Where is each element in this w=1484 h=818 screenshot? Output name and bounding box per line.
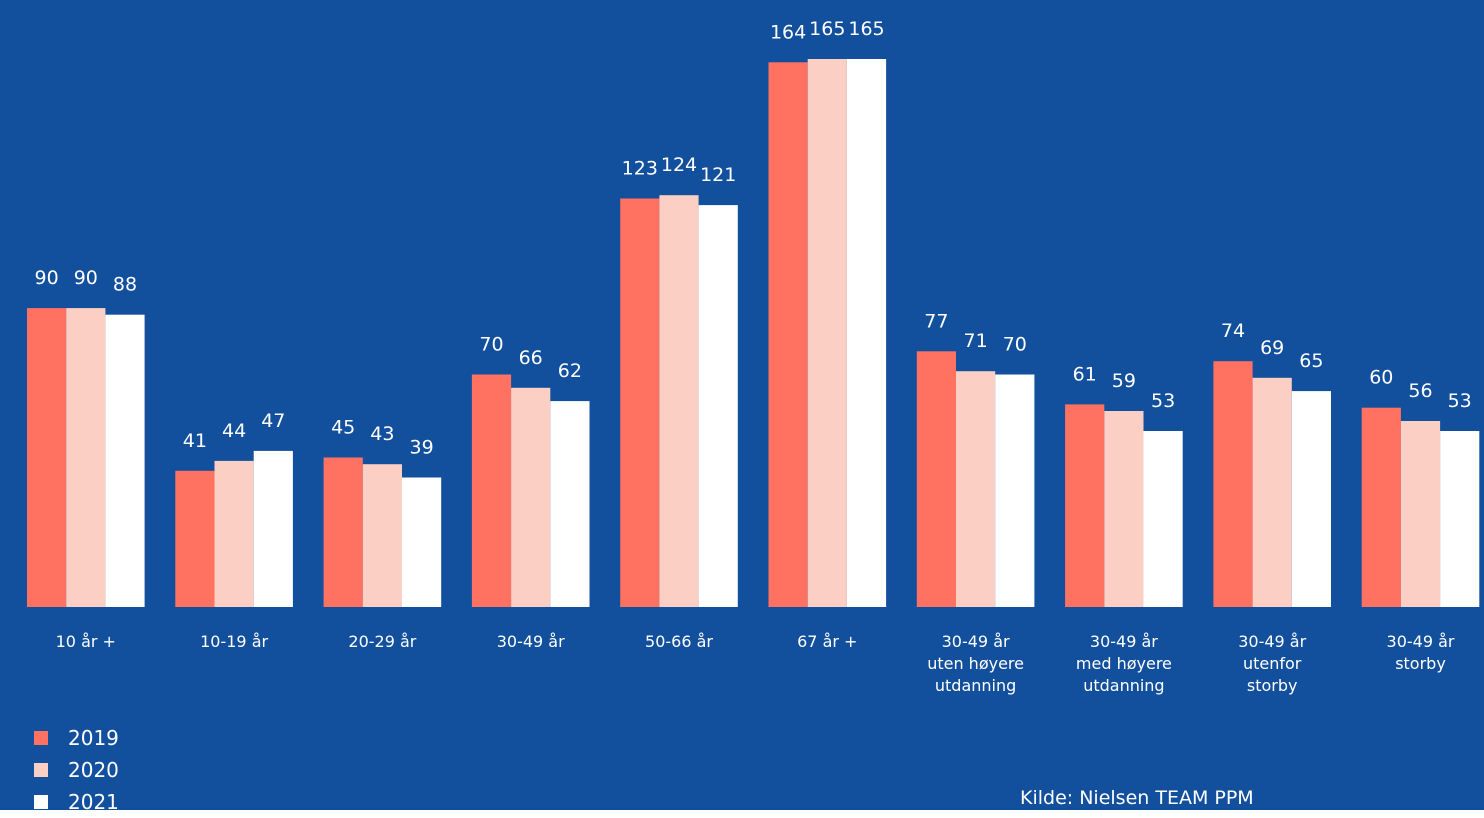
bar-2019-3 <box>471 374 512 607</box>
value-label-2020-3: 66 <box>519 347 543 369</box>
value-label-2019-7: 61 <box>1073 363 1097 385</box>
value-label-2020-0: 90 <box>74 267 98 289</box>
value-label-2019-2: 45 <box>331 417 355 439</box>
bar-2021-1 <box>253 450 293 607</box>
category-label-7-line-2: utdanning <box>1083 676 1164 695</box>
value-label-2019-6: 77 <box>924 310 948 332</box>
bar-2021-0 <box>105 314 145 607</box>
value-label-2019-5: 164 <box>770 21 806 43</box>
category-label-4-line-0: 50-66 år <box>645 632 713 651</box>
bars-layer <box>27 59 1480 608</box>
bar-2020-0 <box>66 308 106 607</box>
category-label-3-line-0: 30-49 år <box>497 632 565 651</box>
bar-2021-6 <box>995 374 1035 607</box>
bar-2021-7 <box>1143 431 1183 607</box>
value-label-2019-9: 60 <box>1369 367 1393 389</box>
bar-2020-2 <box>362 464 402 607</box>
value-label-2019-0: 90 <box>35 267 59 289</box>
bar-2019-1 <box>175 470 215 607</box>
category-label-6-line-0: 30-49 år <box>942 632 1010 651</box>
value-label-2020-1: 44 <box>222 420 246 442</box>
value-label-2020-9: 56 <box>1408 380 1432 402</box>
bar-2019-6 <box>916 351 956 607</box>
bar-2020-4 <box>659 195 699 607</box>
value-label-2021-9: 53 <box>1448 390 1472 412</box>
bar-2020-8 <box>1252 377 1292 607</box>
category-label-8-line-1: utenfor <box>1243 654 1302 673</box>
legend-item-2021: 2021 <box>34 786 119 818</box>
bar-2020-9 <box>1400 421 1441 607</box>
bar-2020-1 <box>214 460 254 607</box>
category-label-9-line-1: storby <box>1395 654 1446 673</box>
category-label-7-line-1: med høyere <box>1076 654 1172 673</box>
legend-swatch-2019 <box>34 731 48 745</box>
category-label-5-line-0: 67 år + <box>797 632 857 651</box>
bar-2021-2 <box>402 477 442 607</box>
value-label-2021-4: 121 <box>700 164 736 186</box>
value-label-2020-2: 43 <box>370 423 394 445</box>
bar-2021-4 <box>698 205 738 607</box>
value-label-2019-3: 70 <box>479 334 503 356</box>
category-label-1-line-0: 10-19 år <box>200 632 268 651</box>
category-label-8-line-2: storby <box>1247 676 1298 695</box>
category-label-2-line-0: 20-29 år <box>348 632 416 651</box>
legend-label-2020: 2020 <box>68 758 119 782</box>
bar-2020-3 <box>511 387 551 607</box>
category-label-6-line-1: uten høyere <box>927 654 1024 673</box>
value-label-2019-1: 41 <box>183 430 207 452</box>
bar-2021-8 <box>1291 391 1331 607</box>
legend-label-2021: 2021 <box>68 790 119 814</box>
category-labels-layer: 10 år + 10-19 år 20-29 år 30-49 år 50-66 år 6… <box>56 632 1455 695</box>
category-label-9-line-0: 30-49 år <box>1387 632 1455 651</box>
source-note: Kilde: Nielsen TEAM PPM <box>1020 787 1254 809</box>
category-label-8-line-0: 30-49 år <box>1238 632 1306 651</box>
legend-label-2019: 2019 <box>68 726 119 750</box>
bar-2020-5 <box>807 59 847 607</box>
bar-2019-8 <box>1213 361 1253 607</box>
bar-2020-7 <box>1104 411 1144 607</box>
value-label-2021-2: 39 <box>410 437 434 459</box>
bar-2021-5 <box>846 59 887 607</box>
value-label-2021-8: 65 <box>1299 350 1323 372</box>
legend-swatch-2020 <box>34 763 48 777</box>
bar-2020-6 <box>956 371 996 607</box>
legend-item-2020: 2020 <box>34 754 119 786</box>
value-label-2021-0: 88 <box>113 274 137 296</box>
legend-item-2019: 2019 <box>34 722 119 754</box>
value-label-2019-4: 123 <box>622 158 658 180</box>
value-label-2021-6: 70 <box>1003 334 1027 356</box>
value-label-2020-6: 71 <box>964 330 988 352</box>
bar-2019-2 <box>323 457 363 607</box>
bar-2019-5 <box>768 62 808 608</box>
bar-2019-4 <box>620 198 660 607</box>
bar-2021-9 <box>1440 431 1480 607</box>
legend-swatch-2021 <box>34 795 48 809</box>
category-label-0-line-0: 10 år + <box>56 632 116 651</box>
value-label-2021-5: 165 <box>848 18 884 40</box>
value-label-2020-7: 59 <box>1112 370 1136 392</box>
value-label-2021-1: 47 <box>261 410 285 432</box>
value-label-2020-4: 124 <box>661 154 697 176</box>
bar-2021-3 <box>550 401 590 607</box>
value-label-2021-7: 53 <box>1151 390 1175 412</box>
bar-2019-7 <box>1065 404 1105 607</box>
value-label-2020-5: 165 <box>809 18 845 40</box>
value-label-2020-8: 69 <box>1260 337 1284 359</box>
legend: 2019 2020 2021 <box>34 722 119 818</box>
bar-2019-0 <box>27 308 67 607</box>
category-label-6-line-2: utdanning <box>935 676 1016 695</box>
value-label-2021-3: 62 <box>558 360 582 382</box>
category-label-7-line-0: 30-49 år <box>1090 632 1158 651</box>
bar-2019-9 <box>1361 407 1401 607</box>
value-label-2019-8: 74 <box>1221 320 1245 342</box>
